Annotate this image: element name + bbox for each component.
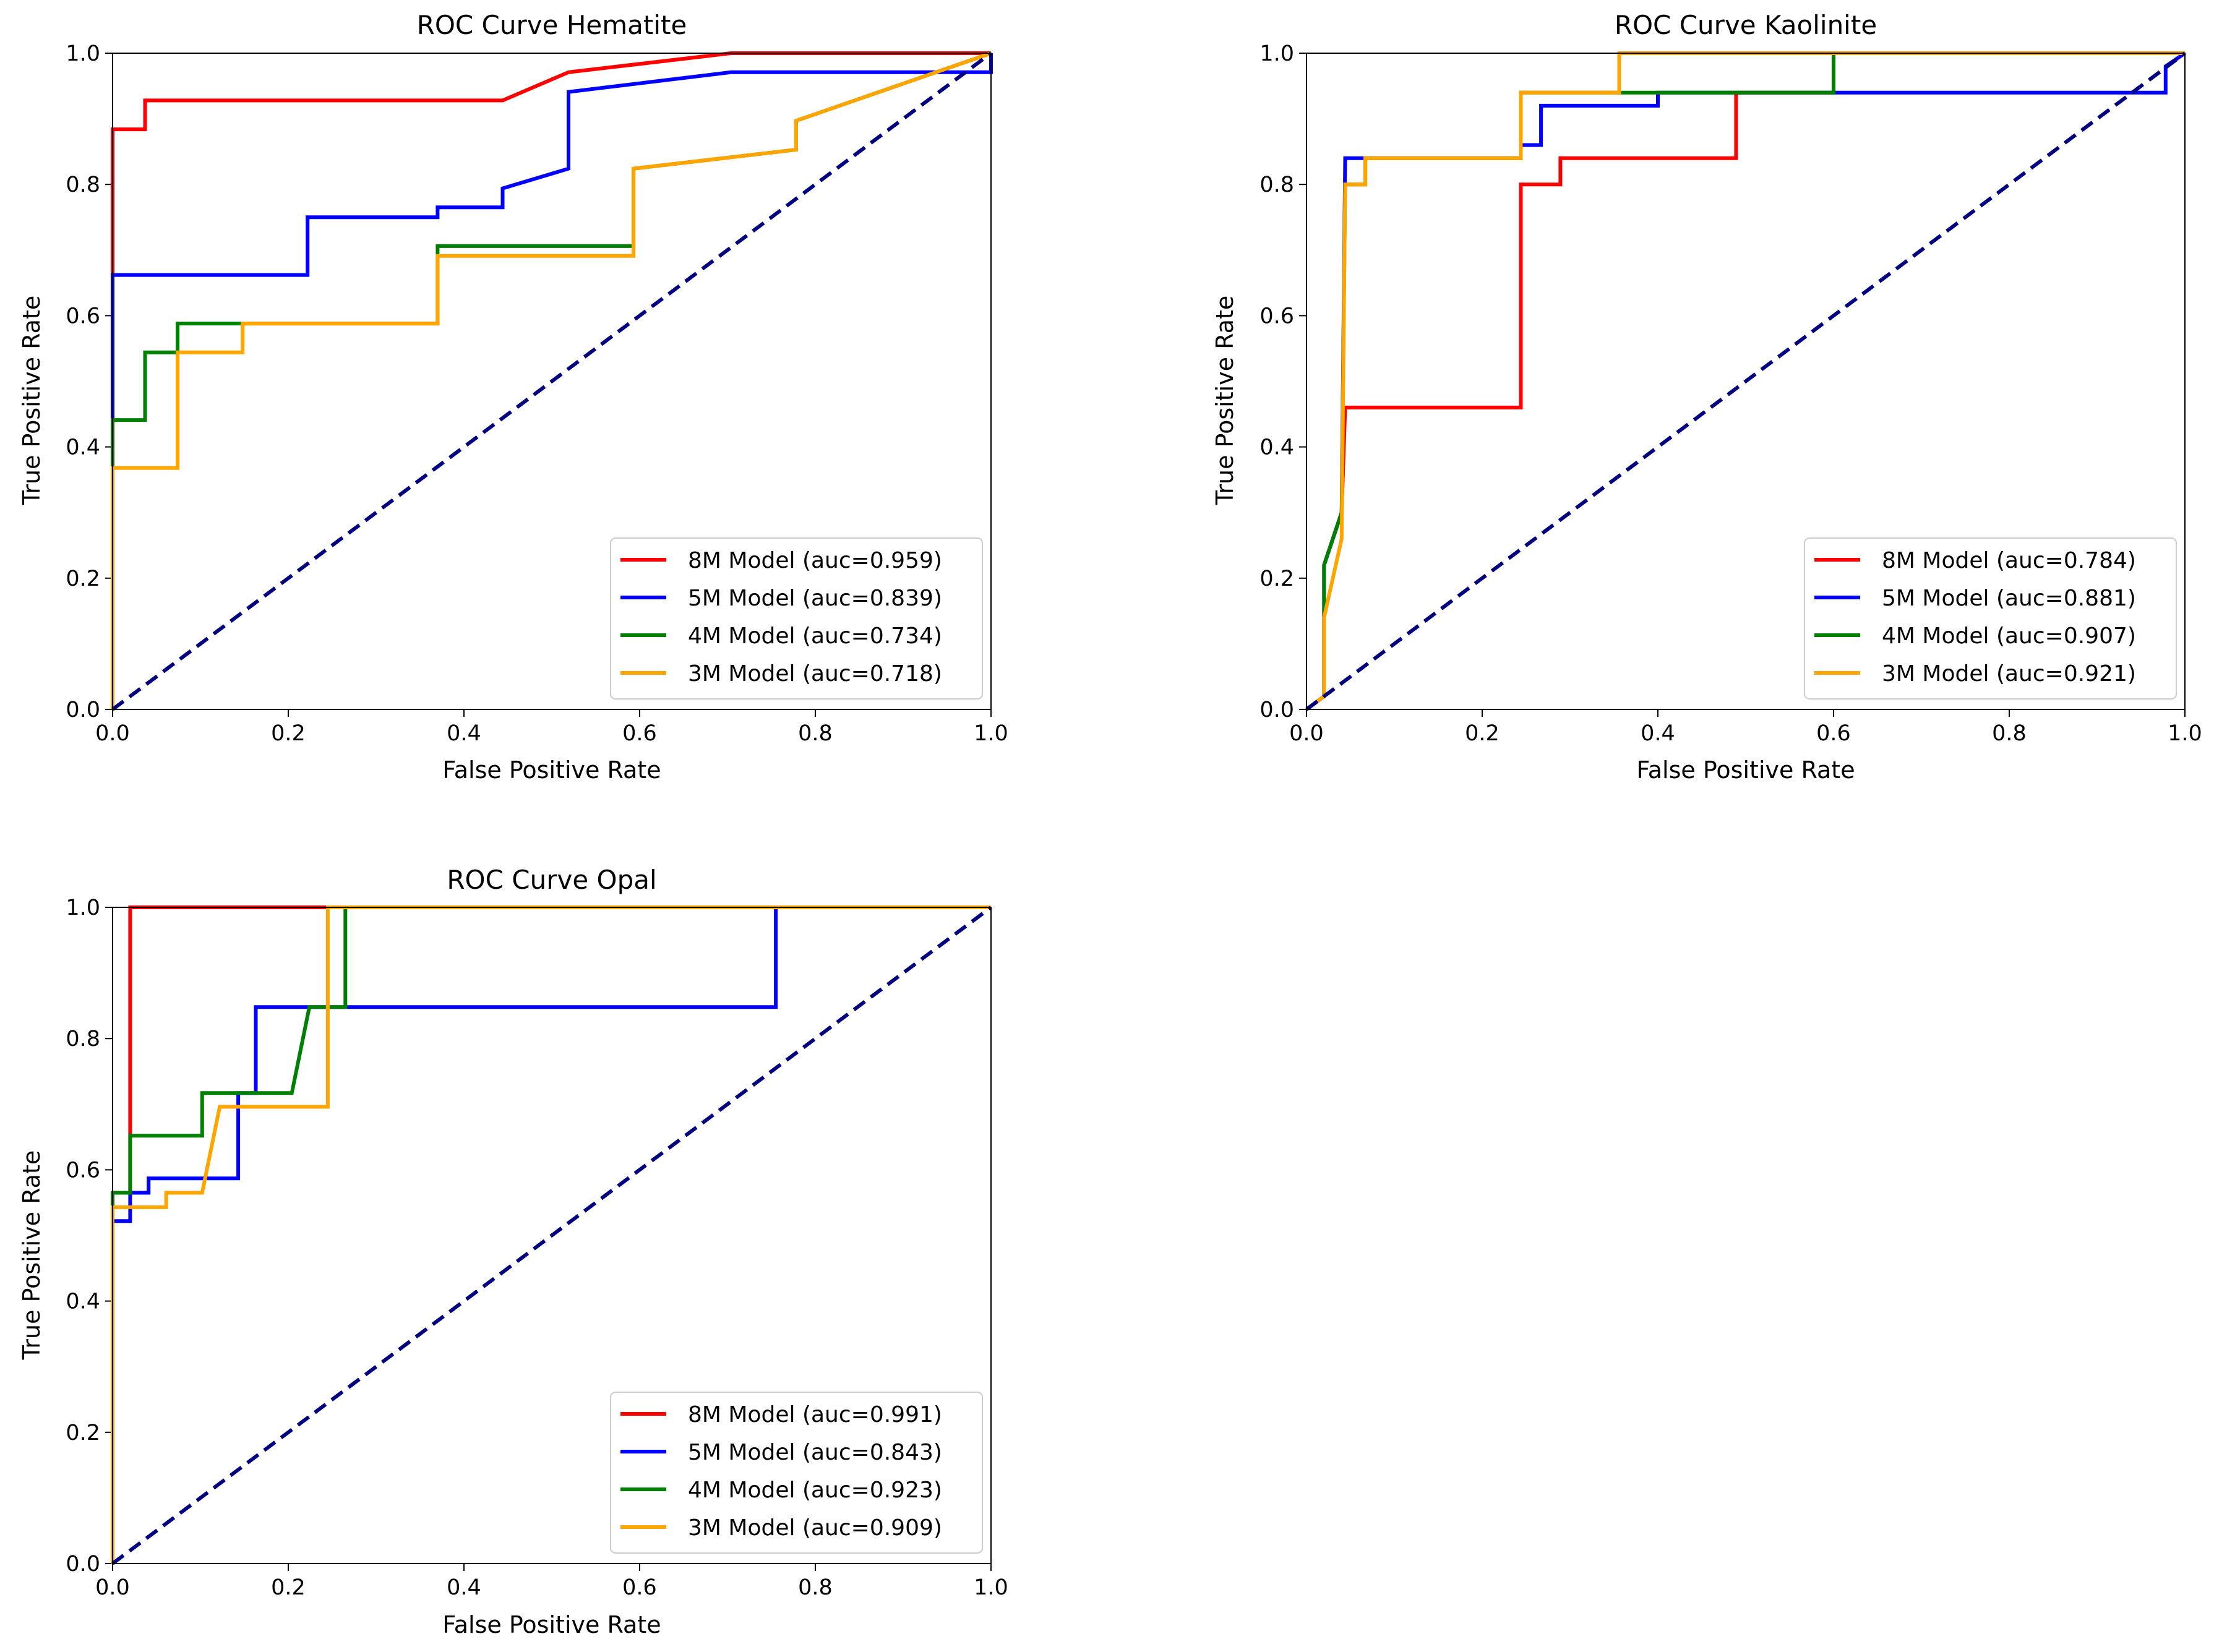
axes-frame — [112, 907, 992, 1564]
x-tick-label: 0.6 — [622, 1575, 657, 1600]
y-tick-label: 0.4 — [66, 435, 100, 460]
roc-chart-opal: ROC Curve Opal False Positive Rate True … — [18, 865, 1008, 1638]
roc-chart-kaolinite: ROC Curve Kaolinite False Positive Rate … — [1211, 10, 2202, 784]
roc-curve-series-1 — [111, 905, 991, 1564]
x-tick-label: 0.0 — [95, 1575, 130, 1600]
x-tick-label: 0.4 — [447, 721, 481, 746]
x-tick-label: 0.4 — [447, 1575, 481, 1600]
y-axis-label: True Positive Rate — [18, 296, 45, 506]
plot-area: 0.0 0.2 0.4 0.6 0.8 1.0 0.0 0.2 0.4 0.6 0.8 1.0 — [1259, 41, 2202, 746]
y-tick-label: 0.2 — [66, 1421, 100, 1445]
x-tick-label: 0.2 — [271, 1575, 306, 1600]
y-tick-label: 0.0 — [66, 698, 100, 722]
x-tick-label: 0.6 — [1816, 721, 1851, 746]
y-tick-label: 0.2 — [66, 567, 100, 591]
legend-box — [610, 1392, 983, 1554]
legend: 8M Model (auc=0.991) 5M Model (auc=0.843… — [610, 1392, 983, 1554]
roc-curve-series-3 — [111, 51, 992, 709]
x-axis-label: False Positive Rate — [442, 1611, 661, 1638]
x-tick-label: 0.8 — [1992, 721, 2027, 746]
axes-frame — [1306, 53, 2186, 710]
x-tick-label: 0.8 — [798, 721, 833, 746]
roc-curve-series-3 — [1305, 51, 2185, 711]
legend-entry-4m: 4M Model (auc=0.734) — [688, 623, 942, 649]
legend-entry-5m: 5M Model (auc=0.881) — [1882, 586, 2136, 611]
plot-area: 0.0 0.2 0.4 0.6 0.8 1.0 0.0 0.2 0.4 0.6 0.8 1.0 — [66, 41, 1008, 746]
y-axis-label: True Positive Rate — [1211, 296, 1238, 506]
legend-entry-8m: 8M Model (auc=0.959) — [688, 548, 942, 573]
roc-chart-hematite: ROC Curve Hematite False Positive Rate T… — [18, 10, 1008, 784]
y-tick-label: 0.4 — [1259, 435, 1294, 460]
x-tick-label: 0.2 — [1465, 721, 1500, 746]
y-tick-label: 1.0 — [66, 896, 100, 920]
legend: 8M Model (auc=0.959) 5M Model (auc=0.839… — [610, 537, 983, 700]
x-tick-label: 0.4 — [1641, 721, 1675, 746]
roc-curve-series-3 — [111, 905, 991, 1564]
x-tick-label: 0.0 — [95, 721, 130, 746]
y-axis-label: True Positive Rate — [18, 1150, 45, 1361]
y-tick-label: 0.6 — [66, 1158, 100, 1183]
legend-entry-4m: 4M Model (auc=0.923) — [688, 1478, 942, 1503]
x-tick-label: 0.6 — [622, 721, 657, 746]
y-tick-label: 0.6 — [66, 304, 100, 328]
y-tick-label: 0.0 — [66, 1552, 100, 1577]
chart-title: ROC Curve Opal — [447, 865, 656, 895]
x-tick-label: 1.0 — [2168, 721, 2202, 746]
x-axis-label: False Positive Rate — [442, 756, 661, 784]
chance-diagonal-line — [1305, 51, 2186, 711]
roc-curve-series-0 — [111, 51, 991, 709]
x-tick-label: 1.0 — [974, 721, 1008, 746]
y-tick-label: 0.4 — [66, 1290, 100, 1314]
legend-entry-5m: 5M Model (auc=0.843) — [688, 1440, 942, 1465]
y-tick-label: 0.8 — [1259, 173, 1294, 197]
legend-box — [1804, 537, 2177, 700]
chart-title: ROC Curve Hematite — [417, 10, 687, 40]
axes-frame — [112, 53, 992, 710]
chance-diagonal-line — [111, 51, 992, 711]
legend-entry-8m: 8M Model (auc=0.991) — [688, 1402, 942, 1427]
legend-entry-3m: 3M Model (auc=0.718) — [688, 661, 942, 687]
y-tick-label: 0.6 — [1259, 304, 1294, 328]
legend-entry-8m: 8M Model (auc=0.784) — [1882, 548, 2136, 573]
x-tick-label: 1.0 — [974, 1575, 1008, 1600]
y-tick-label: 0.0 — [1259, 698, 1294, 722]
legend-entry-3m: 3M Model (auc=0.921) — [1882, 661, 2136, 687]
chance-diagonal-line — [111, 905, 992, 1565]
x-tick-label: 0.2 — [271, 721, 306, 746]
roc-curve-series-2 — [111, 905, 991, 1564]
x-tick-label: 0.0 — [1289, 721, 1324, 746]
y-tick-label: 0.8 — [66, 173, 100, 197]
legend-entry-3m: 3M Model (auc=0.909) — [688, 1515, 942, 1541]
y-tick-label: 1.0 — [66, 41, 100, 66]
y-tick-label: 1.0 — [1259, 41, 1294, 66]
legend-box — [610, 537, 983, 700]
y-tick-label: 0.2 — [1259, 567, 1294, 591]
y-tick-label: 0.8 — [66, 1027, 100, 1051]
legend-entry-4m: 4M Model (auc=0.907) — [1882, 623, 2136, 649]
legend: 8M Model (auc=0.784) 5M Model (auc=0.881… — [1804, 537, 2177, 700]
x-tick-label: 0.8 — [798, 1575, 833, 1600]
chart-title: ROC Curve Kaolinite — [1615, 10, 1877, 40]
legend-entry-5m: 5M Model (auc=0.839) — [688, 586, 942, 611]
roc-curve-series-1 — [111, 53, 993, 709]
x-axis-label: False Positive Rate — [1636, 756, 1855, 784]
